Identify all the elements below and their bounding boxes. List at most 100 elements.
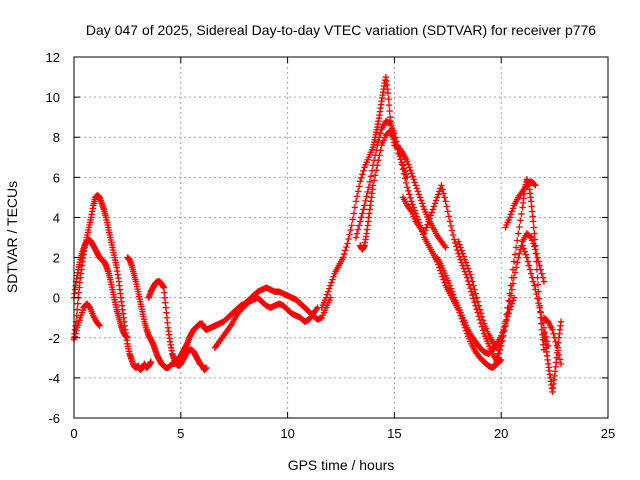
data-point (537, 309, 544, 316)
data-point (344, 240, 351, 247)
data-point (551, 334, 558, 341)
data-point (410, 204, 417, 211)
data-point (394, 146, 401, 153)
data-point (526, 233, 534, 240)
y-tick-label: -6 (48, 411, 60, 426)
data-point (329, 276, 336, 283)
data-point (467, 271, 474, 278)
data-point (499, 337, 506, 344)
data-point (410, 176, 417, 183)
data-point (422, 227, 429, 234)
data-point (355, 183, 363, 190)
y-tick-label: 0 (53, 291, 60, 306)
data-point (446, 218, 454, 225)
data-point (527, 270, 535, 277)
data-point (350, 210, 358, 217)
data-point (354, 188, 362, 195)
data-point (555, 351, 563, 359)
data-point (498, 342, 505, 349)
y-tick-label: -2 (48, 331, 60, 346)
data-point (364, 188, 371, 196)
data-point (433, 194, 441, 201)
data-point (124, 334, 131, 341)
data-point (531, 282, 538, 289)
data-point (531, 181, 538, 188)
data-point (323, 291, 331, 298)
data-point (507, 292, 515, 299)
data-point (377, 147, 384, 154)
data-point (449, 231, 457, 239)
data-point (532, 246, 539, 253)
data-point (424, 221, 431, 228)
data-point (549, 326, 556, 333)
data-point (384, 89, 392, 97)
data-point (522, 251, 529, 258)
data-point (493, 358, 501, 366)
data-point (468, 274, 475, 281)
data-point (418, 200, 426, 207)
data-point (427, 212, 434, 219)
data-point (96, 322, 103, 329)
data-point (530, 224, 537, 231)
data-point (413, 185, 421, 192)
data-point (408, 198, 415, 205)
data-point (467, 284, 474, 292)
data-point (519, 242, 526, 249)
data-point (438, 182, 445, 189)
data-point (536, 262, 543, 269)
data-point (520, 245, 527, 252)
data-point (537, 266, 544, 273)
data-point (363, 193, 370, 200)
data-point (447, 222, 455, 230)
data-point (534, 281, 542, 288)
data-point (365, 184, 372, 191)
data-point (376, 152, 383, 159)
data-point (509, 280, 517, 287)
data-point (523, 254, 531, 261)
data-point (395, 150, 402, 157)
data-point (405, 161, 412, 168)
data-point (411, 179, 418, 186)
data-point (440, 276, 447, 283)
data-point (540, 324, 548, 331)
data-point (528, 274, 536, 281)
data-point (539, 274, 547, 281)
data-point (556, 356, 564, 363)
data-point (478, 313, 486, 320)
data-point (351, 204, 359, 211)
data-point (507, 211, 515, 218)
data-point (510, 258, 518, 265)
data-point (533, 290, 540, 298)
data-point (409, 173, 416, 180)
data-series-track-b (70, 236, 131, 341)
x-tick-label: 25 (601, 426, 615, 441)
data-point (357, 178, 364, 185)
data-point (392, 139, 399, 146)
data-point (421, 230, 428, 237)
data-point (352, 198, 360, 205)
data-point (359, 210, 366, 217)
data-point (479, 317, 487, 324)
data-series-track-p (502, 178, 539, 231)
data-point (373, 167, 380, 174)
data-point (396, 153, 403, 160)
data-series-track-m (455, 238, 501, 352)
data-point (361, 202, 368, 209)
data-point (538, 270, 545, 277)
data-point (506, 298, 513, 305)
data-point (464, 265, 472, 272)
data-point (531, 230, 538, 237)
data-point (527, 234, 535, 241)
data-series-track-j (357, 128, 411, 253)
data-point (330, 273, 337, 280)
data-point (326, 285, 333, 292)
data-point (408, 170, 415, 177)
data-series-track-o (489, 230, 548, 372)
data-point (377, 130, 384, 137)
data-series-track-s (540, 314, 565, 368)
data-point (328, 279, 335, 286)
data-point (400, 165, 408, 172)
data-point (456, 241, 463, 248)
data-series-track-i (352, 117, 505, 372)
data-point (444, 208, 451, 215)
